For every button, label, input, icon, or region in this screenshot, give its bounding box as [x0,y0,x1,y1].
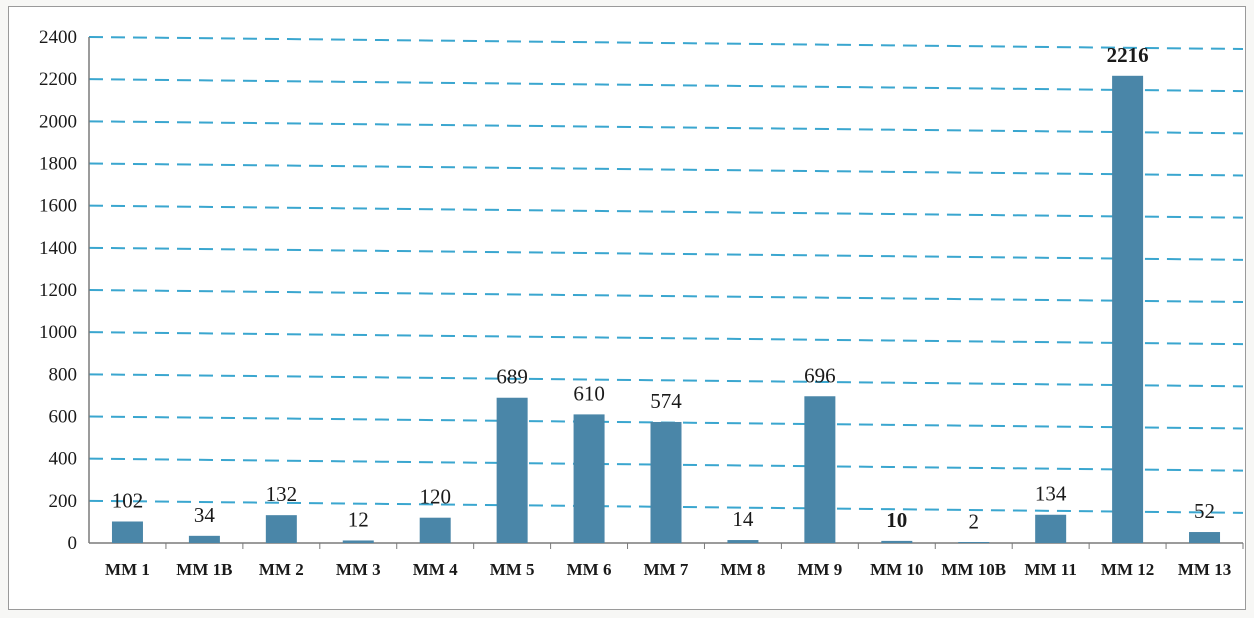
bar [573,414,605,543]
gridline [88,331,1244,346]
gridline [88,246,1244,261]
x-category-label: MM 10 [870,560,923,579]
y-tick-label: 1200 [39,280,77,301]
gridline [88,120,1244,135]
bar [265,515,297,543]
data-label: 132 [266,482,298,506]
y-tick-label: 200 [49,491,78,512]
data-label: 10 [886,508,907,532]
gridline [88,78,1244,93]
y-tick-label: 2400 [39,27,77,48]
y-tick-label: 600 [49,407,78,428]
y-tick-label: 1400 [39,238,77,259]
x-category-label: MM 1 [105,560,150,579]
y-tick-label: 0 [68,533,78,554]
y-tick-label: 400 [49,449,78,470]
bar [1189,532,1221,543]
x-category-label: MM 2 [259,560,304,579]
data-label: 102 [112,488,144,512]
x-category-label: MM 13 [1178,560,1231,579]
data-label: 574 [650,389,682,413]
y-tick-label: 1000 [39,322,77,343]
gridline [88,204,1244,219]
x-category-label: MM 9 [797,560,842,579]
data-label: 610 [573,381,605,405]
bar [1035,514,1067,543]
data-label: 14 [732,507,754,531]
bar [958,542,990,543]
data-label: 696 [804,363,836,387]
x-category-label: MM 12 [1101,560,1154,579]
bar [727,540,759,543]
x-category-label: MM 6 [567,560,612,579]
x-category-label: MM 10B [941,560,1006,579]
bar [650,421,682,543]
data-label: 2216 [1107,43,1149,67]
bar [804,396,836,543]
bar [342,540,374,543]
y-tick-label: 1800 [39,154,77,175]
data-label: 52 [1194,499,1215,523]
y-tick-label: 800 [49,364,78,385]
y-tick-label: 2200 [39,69,77,90]
y-tick-label: 2000 [39,111,77,132]
data-label: 120 [419,485,451,509]
bar [111,521,143,543]
bar [1112,75,1144,543]
data-label: 134 [1035,482,1067,506]
data-label: 689 [496,365,528,389]
x-category-label: MM 5 [490,560,535,579]
data-label: 2 [968,510,979,534]
chart-frame: 102 34 132 12 120 689 610 574 14 696 10 2 134 2216 52 … [8,6,1246,610]
data-label: 12 [348,507,369,531]
gridline [88,373,1244,388]
x-category-label: MM 8 [721,560,766,579]
bar [881,540,913,543]
gridline [88,162,1244,177]
tick-labels: 0 200 400 600 800 1000 1200 1400 1600 1800 2000 220… [39,27,1231,579]
bar [419,517,451,543]
bars [111,75,1221,543]
x-category-label: MM 7 [644,560,689,579]
bar [188,535,220,543]
gridline [88,289,1244,303]
gridline [88,36,1244,50]
y-tick-label: 1600 [39,196,77,217]
x-category-label: MM 3 [336,560,381,579]
data-label: 34 [194,503,216,527]
x-category-label: MM 4 [413,560,458,579]
bar [496,397,528,543]
x-category-label: MM 1B [176,560,232,579]
x-category-label: MM 11 [1024,560,1076,579]
